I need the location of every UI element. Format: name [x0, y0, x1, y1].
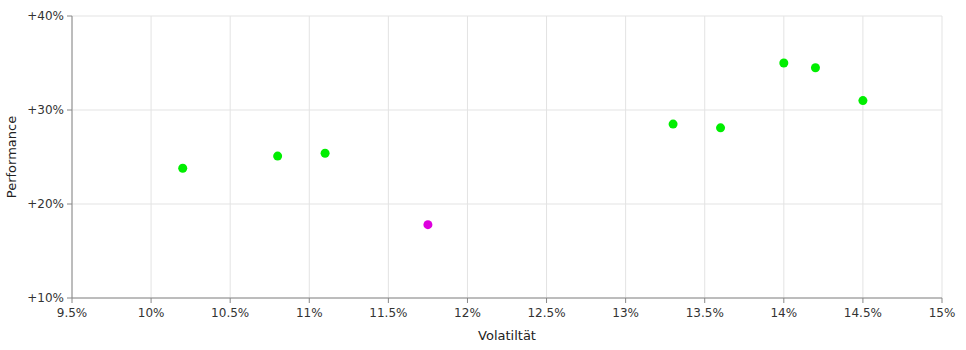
chart: 9.5% 10% 10.5% 11% 11.5% 12% 12.5% 13% 13.5% 14% 1…	[0, 0, 966, 350]
x-tick-label: 13.5%	[686, 306, 724, 320]
y-tick-label: +20%	[27, 197, 64, 211]
y-axis-label: Performance	[4, 116, 19, 198]
x-grid-line	[862, 16, 863, 298]
x-grid-line	[72, 16, 73, 298]
x-tick	[625, 298, 626, 303]
x-tick-label: 11%	[296, 306, 323, 320]
x-grid-line	[388, 16, 389, 298]
point	[858, 96, 867, 105]
x-grid-line	[546, 16, 547, 298]
x-axis-label: Volatiltät	[478, 328, 536, 343]
point	[779, 59, 788, 68]
point	[178, 164, 187, 173]
x-tick-label: 11.5%	[369, 306, 407, 320]
x-tick-label: 13%	[612, 306, 639, 320]
y-tick	[67, 298, 72, 299]
x-tick-label: 10%	[138, 306, 165, 320]
axes: 9.5% 10% 10.5% 11% 11.5% 12% 12.5% 13% 13.5% 14% 1…	[27, 9, 955, 320]
x-tick-label: 14%	[770, 306, 797, 320]
x-tick	[546, 298, 547, 303]
point	[669, 120, 678, 129]
y-grid-line	[72, 16, 942, 17]
x-grid-line	[625, 16, 626, 298]
x-tick	[309, 298, 310, 303]
y-grid-line	[72, 298, 942, 299]
y-axis-line	[72, 16, 73, 298]
x-tick	[467, 298, 468, 303]
x-tick-label: 12.5%	[527, 306, 565, 320]
y-tick	[67, 204, 72, 205]
x-tick	[942, 298, 943, 303]
y-grid-line	[72, 204, 942, 205]
x-grid-line	[151, 16, 152, 298]
x-tick	[388, 298, 389, 303]
y-tick-label: +30%	[27, 103, 64, 117]
point	[423, 220, 432, 229]
y-grid-line	[72, 110, 942, 111]
x-tick-label: 14.5%	[844, 306, 882, 320]
x-grid-line	[309, 16, 310, 298]
plot-area	[72, 16, 942, 298]
point	[716, 123, 725, 132]
x-grid-line	[783, 16, 784, 298]
x-grid-line	[230, 16, 231, 298]
x-grid-line	[704, 16, 705, 298]
point	[811, 63, 820, 72]
x-tick-label: 12%	[454, 306, 481, 320]
x-tick-label: 10.5%	[211, 306, 249, 320]
y-tick-label: +10%	[27, 291, 64, 305]
x-tick	[230, 298, 231, 303]
x-tick-label: 9.5%	[57, 306, 88, 320]
grid	[72, 16, 942, 298]
series	[178, 59, 867, 173]
x-tick	[704, 298, 705, 303]
x-grid-line	[942, 16, 943, 298]
y-tick-label: +40%	[27, 9, 64, 23]
y-tick	[67, 16, 72, 17]
point	[273, 152, 282, 161]
x-axis-line	[72, 298, 942, 299]
y-tick	[67, 110, 72, 111]
series	[423, 220, 432, 229]
points	[178, 59, 867, 230]
x-grid-line	[467, 16, 468, 298]
x-tick	[862, 298, 863, 303]
point	[321, 149, 330, 158]
x-tick-label: 15%	[929, 306, 956, 320]
x-tick	[72, 298, 73, 303]
x-tick	[783, 298, 784, 303]
x-tick	[151, 298, 152, 303]
